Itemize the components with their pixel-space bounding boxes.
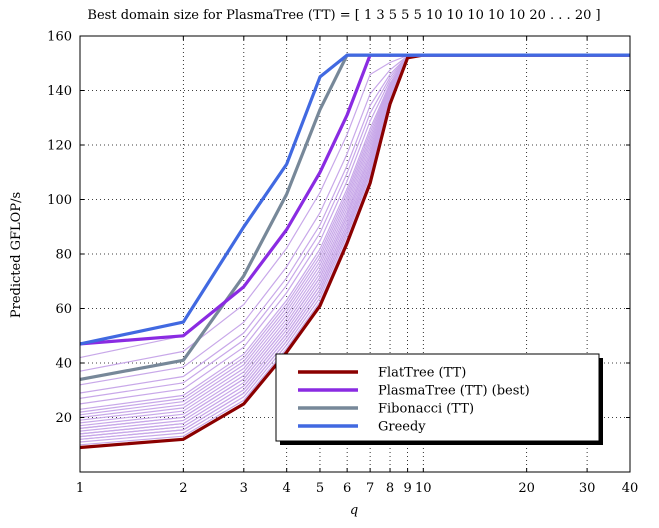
x-tick-label: 1 (76, 481, 84, 496)
x-tick-label: 5 (316, 481, 324, 496)
legend-label: Fibonacci (TT) (378, 402, 474, 417)
x-tick-label: 7 (366, 481, 374, 496)
y-tick-label: 20 (55, 411, 72, 426)
y-tick-label: 160 (47, 30, 72, 45)
x-tick-label: 9 (403, 481, 411, 496)
x-tick-label: 10 (415, 481, 432, 496)
x-tick-label: 30 (579, 481, 596, 496)
main-series-lines (79, 53, 630, 450)
chart-title: Best domain size for PlasmaTree (TT) = [… (87, 8, 600, 23)
x-tick-label: 2 (179, 481, 187, 496)
y-axis-label: Predicted GFLOP/s (9, 192, 24, 318)
y-tick-label: 120 (47, 139, 72, 154)
x-axis-label: q (350, 503, 358, 518)
legend-label: FlatTree (TT) (378, 366, 466, 381)
x-axis-ticks: 1 2 3 4 5 6 7 8 9 10 20 30 40 (76, 36, 638, 496)
y-tick-label: 140 (47, 84, 72, 99)
y-tick-label: 60 (55, 302, 72, 317)
y-axis-ticks: 20 40 60 80 100 120 140 160 (47, 30, 630, 426)
x-tick-label: 4 (283, 481, 291, 496)
series-line (79, 53, 630, 346)
y-tick-label: 100 (47, 193, 72, 208)
y-tick-label: 40 (55, 357, 72, 372)
legend: FlatTree (TT) PlasmaTree (TT) (best) Fibon… (275, 353, 603, 445)
y-tick-label: 80 (55, 248, 72, 263)
x-tick-label: 20 (518, 481, 535, 496)
x-tick-label: 3 (240, 481, 248, 496)
legend-label: Greedy (378, 420, 426, 435)
x-tick-label: 40 (622, 481, 639, 496)
x-tick-label: 8 (386, 481, 394, 496)
legend-label: PlasmaTree (TT) (best) (378, 384, 530, 399)
plasmatree-domain-line (79, 54, 630, 405)
x-tick-label: 6 (343, 481, 351, 496)
